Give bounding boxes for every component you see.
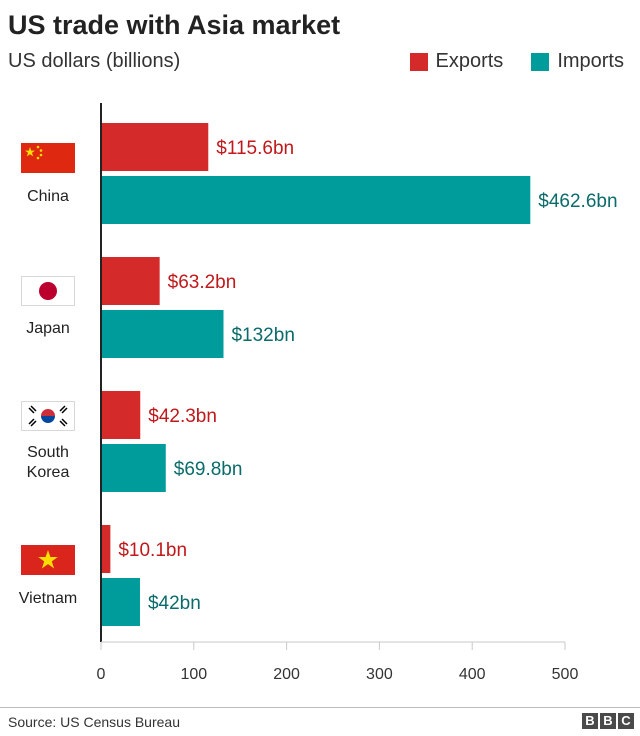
- bar-export-south-korea: [101, 391, 141, 439]
- legend-item-imports: Imports: [531, 50, 624, 73]
- country-label-vietnam: Vietnam: [0, 589, 96, 609]
- bar-export-china: [101, 123, 209, 171]
- data-label-export-vietnam: $10.1bn: [118, 540, 187, 561]
- country-label-south-korea: South Korea: [0, 443, 96, 483]
- data-label-import-south-korea: $69.8bn: [174, 459, 243, 480]
- country-label-line: South: [27, 444, 69, 461]
- chart-title: US trade with Asia market: [8, 10, 341, 40]
- bar-export-japan: [101, 257, 160, 305]
- x-tick-label: 300: [366, 666, 393, 683]
- data-label-export-south-korea: $42.3bn: [148, 406, 217, 427]
- country-label-line: China: [27, 188, 69, 205]
- x-tick-label: 100: [180, 666, 207, 683]
- country-label-line: Japan: [26, 320, 70, 337]
- x-tick-label: 200: [273, 666, 300, 683]
- legend-label-exports: Exports: [435, 50, 504, 72]
- x-tick-label: 0: [97, 666, 106, 683]
- legend-label-imports: Imports: [557, 50, 624, 72]
- country-label-japan: Japan: [0, 319, 96, 339]
- footer-divider: [0, 707, 640, 708]
- vietnam-flag-icon: [21, 545, 75, 575]
- bar-import-vietnam: [101, 578, 140, 626]
- data-label-import-china: $462.6bn: [538, 191, 617, 212]
- legend: Exports Imports: [382, 50, 624, 73]
- data-label-export-japan: $63.2bn: [168, 272, 237, 293]
- bbc-logo: B B C: [580, 713, 634, 729]
- china-flag-icon: [21, 143, 75, 173]
- source-note: Source: US Census Bureau: [8, 714, 180, 730]
- bar-import-japan: [101, 310, 224, 358]
- legend-item-exports: Exports: [409, 50, 504, 73]
- country-label-china: China: [0, 187, 96, 207]
- south-korea-flag-icon: [21, 401, 75, 431]
- bbc-logo-letter: C: [618, 713, 634, 729]
- bar-import-china: [101, 176, 531, 224]
- country-label-line: Korea: [26, 464, 70, 481]
- data-label-export-china: $115.6bn: [216, 138, 294, 159]
- legend-swatch-imports: [531, 52, 550, 71]
- chart-subtitle: US dollars (billions): [8, 50, 181, 72]
- country-label-line: Vietnam: [18, 590, 78, 607]
- data-label-import-vietnam: $42bn: [148, 593, 201, 614]
- data-label-import-japan: $132bn: [231, 325, 294, 346]
- bbc-logo-letter: B: [600, 713, 616, 729]
- bar-import-south-korea: [101, 444, 166, 492]
- bar-export-vietnam: [101, 525, 111, 573]
- x-tick-label: 500: [552, 666, 579, 683]
- bbc-logo-letter: B: [582, 713, 598, 729]
- x-tick-label: 400: [459, 666, 486, 683]
- bar-chart: $115.6bn $462.6bn $63.2bn $132bn $42.3bn $69.…: [97, 103, 618, 683]
- legend-swatch-exports: [409, 52, 428, 71]
- japan-flag-icon: [21, 276, 75, 306]
